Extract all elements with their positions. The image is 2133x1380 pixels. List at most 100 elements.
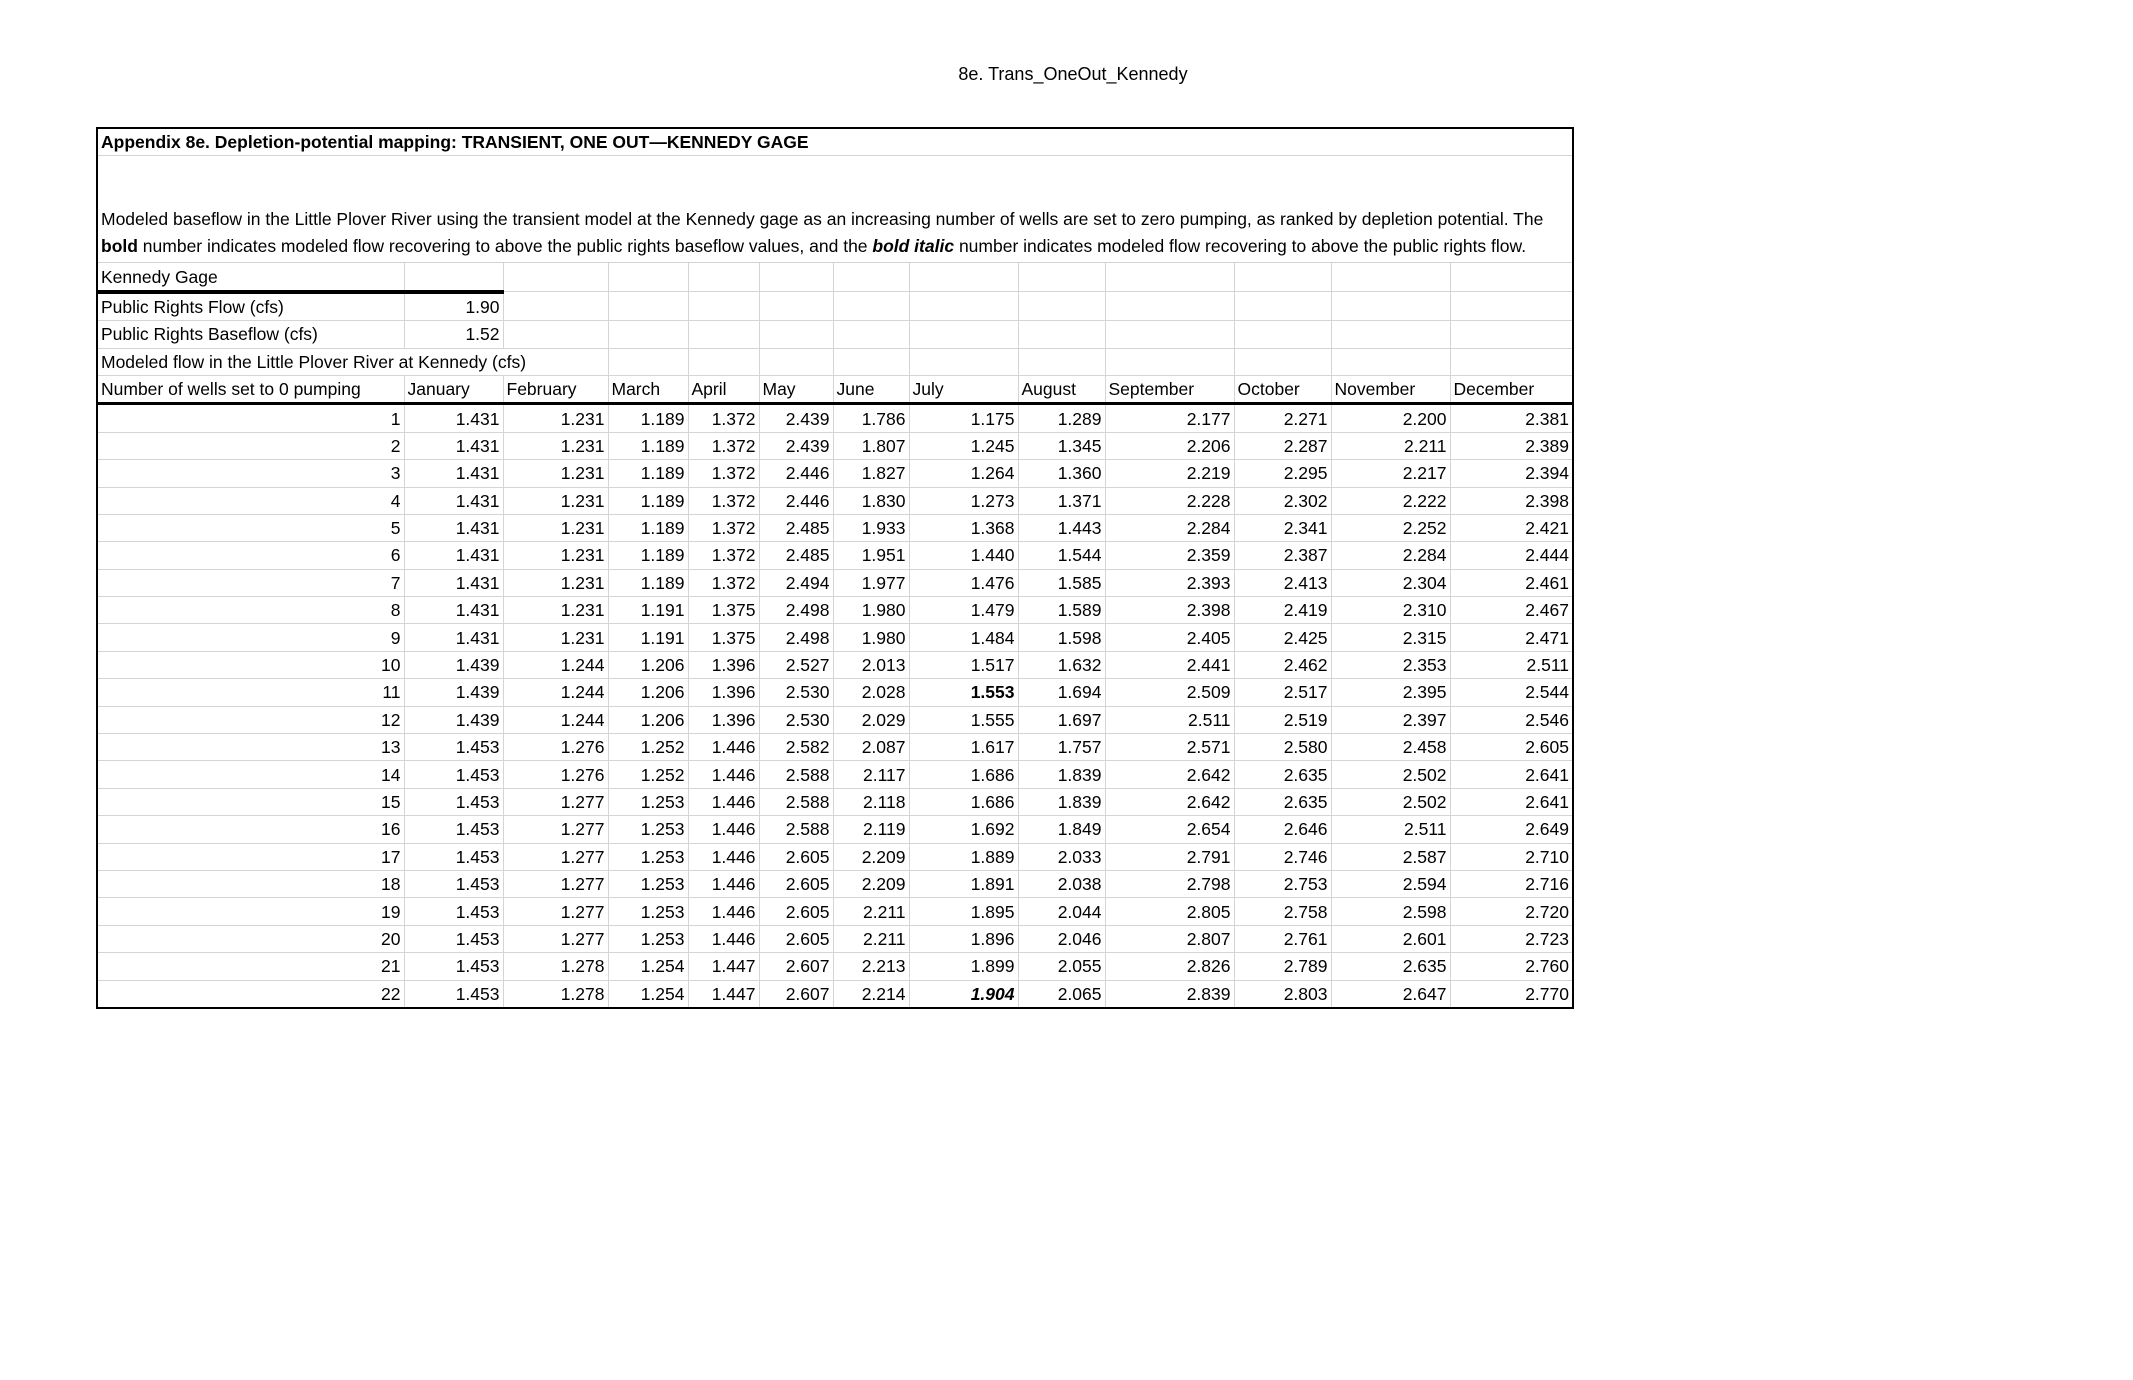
flow-cell: 1.372 (687, 459, 760, 488)
flow-cell: 1.231 (502, 513, 609, 543)
flow-cell: 1.231 (502, 568, 609, 598)
flow-cell: 2.287 (1233, 431, 1332, 461)
flow-cell: 1.585 (1017, 568, 1106, 598)
table-row: 5 1.431 1.231 1.189 1.372 2.485 1.933 1.368 1.44… (96, 513, 1574, 543)
flow-cell: 1.439 (403, 705, 504, 735)
flow-cell: 2.646 (1233, 815, 1332, 844)
flow-cell: 1.231 (502, 459, 609, 488)
flow-cell: 1.396 (687, 650, 760, 680)
flow-cell: 1.253 (607, 842, 689, 871)
flow-cell: 1.446 (687, 924, 760, 954)
flow-cell: 2.805 (1104, 897, 1235, 926)
flow-cell: 2.028 (832, 678, 910, 707)
table-row: 7 1.431 1.231 1.189 1.372 2.494 1.977 1.476 1.58… (96, 568, 1574, 598)
flow-cell: 1.598 (1017, 623, 1106, 652)
flow-cell: 2.461 (1449, 568, 1574, 598)
flow-cell: 2.033 (1017, 842, 1106, 871)
flow-cell: 2.746 (1233, 842, 1332, 871)
flow-cell: 1.446 (687, 815, 760, 844)
header-row: Number of wells set to 0 pumping January F… (96, 374, 1574, 406)
flow-cell: 1.277 (502, 924, 609, 954)
flow-cell: 1.443 (1017, 513, 1106, 543)
flow-cell: 1.446 (687, 897, 760, 926)
flow-cell: 2.530 (758, 705, 834, 735)
flow-cell: 2.571 (1104, 733, 1235, 762)
flow-cell: 2.395 (1330, 678, 1451, 707)
well-count-cell: 4 (96, 486, 405, 515)
flow-cell: 1.375 (687, 596, 760, 625)
flow-cell: 1.453 (403, 979, 504, 1009)
flow-cell: 1.431 (403, 403, 504, 433)
column-header: August (1017, 374, 1106, 406)
flow-cell: 2.398 (1104, 596, 1235, 625)
flow-cell: 1.694 (1017, 678, 1106, 707)
well-count-cell: 7 (96, 568, 405, 598)
flow-cell: 1.517 (908, 650, 1019, 680)
flow-cell: 1.830 (832, 486, 910, 515)
flow-cell: 2.013 (832, 650, 910, 680)
flow-cell: 2.117 (832, 760, 910, 789)
flow-cell: 2.381 (1449, 403, 1574, 433)
table-row: 11 1.439 1.244 1.206 1.396 2.530 2.028 1.553 1.6… (96, 678, 1574, 707)
flow-cell: 1.453 (403, 897, 504, 926)
flow-cell: 1.253 (607, 787, 689, 817)
well-count-cell: 8 (96, 596, 405, 625)
flow-cell: 2.206 (1104, 431, 1235, 461)
flow-cell: 1.839 (1017, 787, 1106, 817)
flow-cell: 2.217 (1330, 459, 1451, 488)
flow-cell: 2.485 (758, 541, 834, 570)
column-header: February (502, 374, 609, 406)
flow-cell: 1.446 (687, 842, 760, 871)
table-row: 2 1.431 1.231 1.189 1.372 2.439 1.807 1.245 1.34… (96, 431, 1574, 461)
flow-cell: 1.360 (1017, 459, 1106, 488)
column-header: June (832, 374, 910, 406)
flow-cell: 1.453 (403, 842, 504, 871)
flow-cell: 1.889 (908, 842, 1019, 871)
flow-cell: 2.649 (1449, 815, 1574, 844)
flow-cell: 2.419 (1233, 596, 1332, 625)
flow-cell: 1.231 (502, 623, 609, 652)
flow-cell: 2.588 (758, 815, 834, 844)
flow-cell: 1.446 (687, 869, 760, 899)
table-row: 16 1.453 1.277 1.253 1.446 2.588 2.119 1.692 1.8… (96, 815, 1574, 844)
well-count-cell: 5 (96, 513, 405, 543)
flow-cell: 1.899 (908, 952, 1019, 981)
flow-cell: 1.980 (832, 623, 910, 652)
flow-cell: 2.315 (1330, 623, 1451, 652)
public-rights-baseflow-value: 1.52 (403, 320, 504, 349)
flow-cell: 1.686 (908, 787, 1019, 817)
column-header: September (1104, 374, 1235, 406)
flow-cell: 2.770 (1449, 979, 1574, 1009)
flow-cell: 1.431 (403, 541, 504, 570)
flow-cell: 1.371 (1017, 486, 1106, 515)
flow-cell: 2.055 (1017, 952, 1106, 981)
flow-cell: 2.641 (1449, 787, 1574, 817)
flow-cell: 2.389 (1449, 431, 1574, 461)
flow-cell: 2.393 (1104, 568, 1235, 598)
flow-cell: 1.453 (403, 787, 504, 817)
flow-cell: 2.605 (758, 869, 834, 899)
flow-cell: 2.580 (1233, 733, 1332, 762)
flow-cell: 1.555 (908, 705, 1019, 735)
flow-cell: 2.517 (1233, 678, 1332, 707)
flow-cell: 2.642 (1104, 760, 1235, 789)
flow-cell: 1.446 (687, 787, 760, 817)
flow-cell: 1.206 (607, 650, 689, 680)
flow-cell: 1.553 (908, 678, 1019, 707)
flow-cell: 2.642 (1104, 787, 1235, 817)
flow-cell: 2.498 (758, 596, 834, 625)
flow-cell: 2.044 (1017, 897, 1106, 926)
flow-cell: 1.277 (502, 869, 609, 899)
flow-cell: 2.594 (1330, 869, 1451, 899)
flow-cell: 1.686 (908, 760, 1019, 789)
public-rights-flow-value: 1.90 (403, 291, 504, 322)
well-count-cell: 13 (96, 733, 405, 762)
modeled-flow-label: Modeled flow in the Little Plover River … (96, 347, 609, 376)
flow-cell: 2.439 (758, 431, 834, 461)
flow-cell: 2.295 (1233, 459, 1332, 488)
well-count-cell: 10 (96, 650, 405, 680)
flow-cell: 1.896 (908, 924, 1019, 954)
flow-cell: 2.065 (1017, 979, 1106, 1009)
flow-cell: 1.372 (687, 568, 760, 598)
column-header: January (403, 374, 504, 406)
